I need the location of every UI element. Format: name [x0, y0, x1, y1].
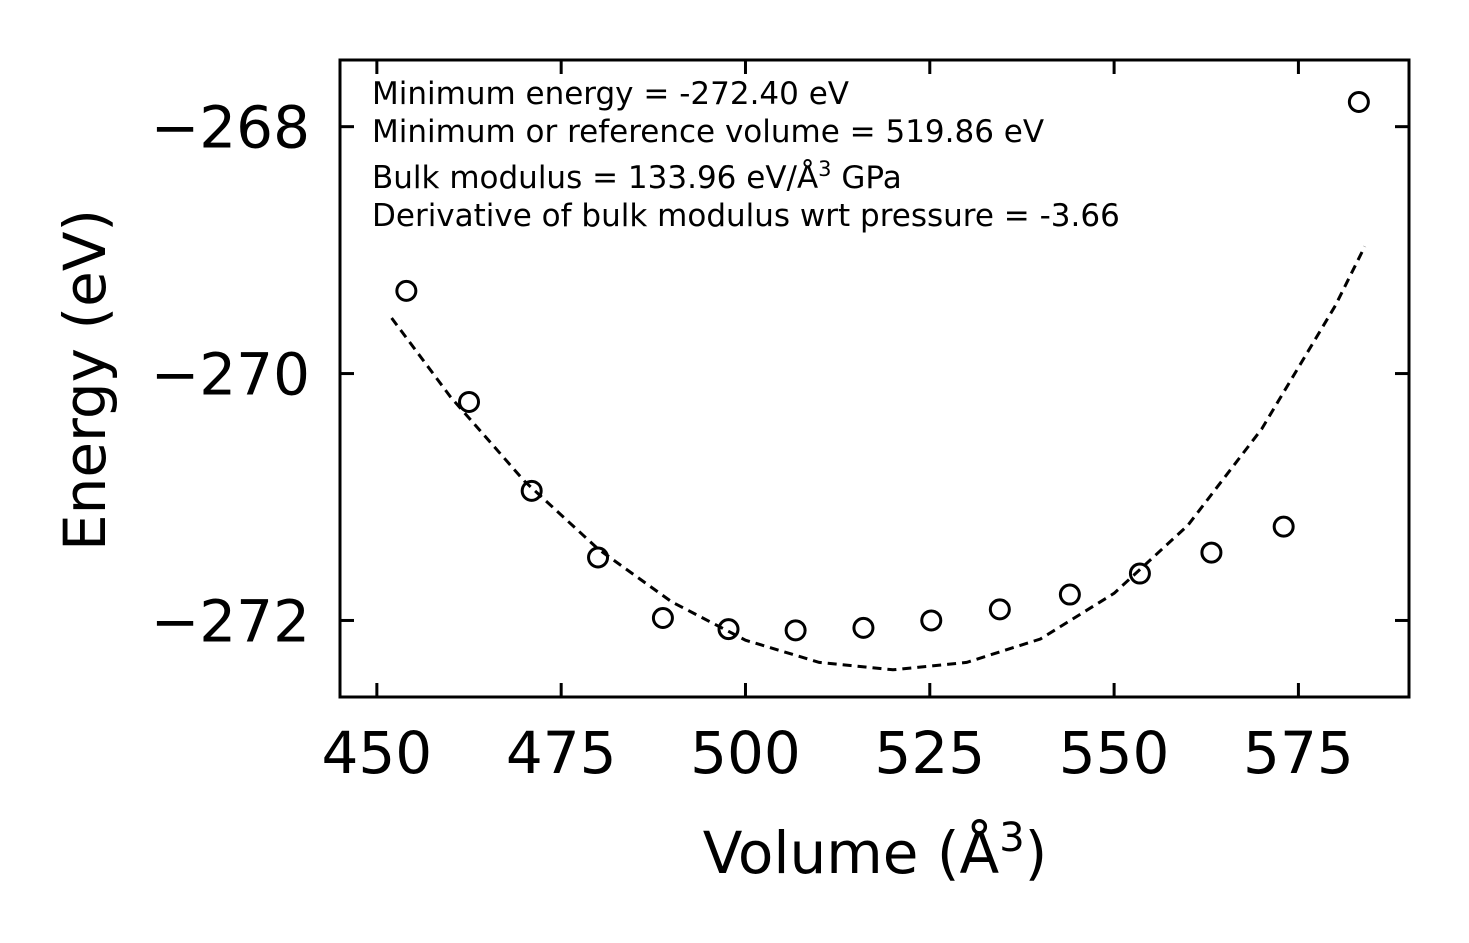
- x-axis-title: Volume (Å3): [703, 815, 1048, 887]
- data-point: [395, 279, 418, 302]
- points-layer: [395, 90, 1370, 642]
- data-point: [1272, 515, 1295, 538]
- data-point: [1128, 562, 1151, 585]
- data-point: [920, 609, 943, 632]
- x-tick-label: 525: [874, 719, 985, 787]
- plot-frame: [338, 58, 1411, 699]
- data-point: [651, 606, 674, 629]
- y-axis-title: Energy (eV): [51, 209, 119, 551]
- fit-curve: [390, 245, 1367, 672]
- fit-layer: [390, 245, 1367, 672]
- x-tick-label: 450: [322, 719, 433, 787]
- annotation-bulk-derivative: Derivative of bulk modulus wrt pressure …: [372, 198, 1120, 234]
- x-tick-label: 475: [506, 719, 617, 787]
- data-point: [784, 619, 807, 642]
- y-axis-ticks: −268 −270 −272: [151, 94, 1409, 655]
- y-tick-label: −270: [151, 341, 310, 409]
- data-point: [1200, 541, 1223, 564]
- data-point: [458, 390, 481, 413]
- annotation-bulk-modulus: Bulk modulus = 133.96 eV/Å3 GPa: [372, 157, 902, 196]
- data-point: [988, 598, 1011, 621]
- annotation-min-volume: Minimum or reference volume = 519.86 eV: [372, 114, 1044, 150]
- data-point: [520, 479, 543, 502]
- y-tick-label: −272: [151, 587, 310, 655]
- data-point: [852, 616, 875, 639]
- x-tick-label: 550: [1059, 719, 1170, 787]
- x-axis-ticks: 450 475 500 525 550 575: [322, 60, 1354, 787]
- data-point: [1347, 90, 1370, 113]
- x-tick-label: 500: [690, 719, 801, 787]
- data-point: [1058, 583, 1081, 606]
- annotation-min-energy: Minimum energy = -272.40 eV: [372, 76, 849, 112]
- data-point: [587, 546, 610, 569]
- data-point: [717, 618, 740, 641]
- y-tick-label: −268: [151, 94, 310, 162]
- x-tick-label: 575: [1243, 719, 1354, 787]
